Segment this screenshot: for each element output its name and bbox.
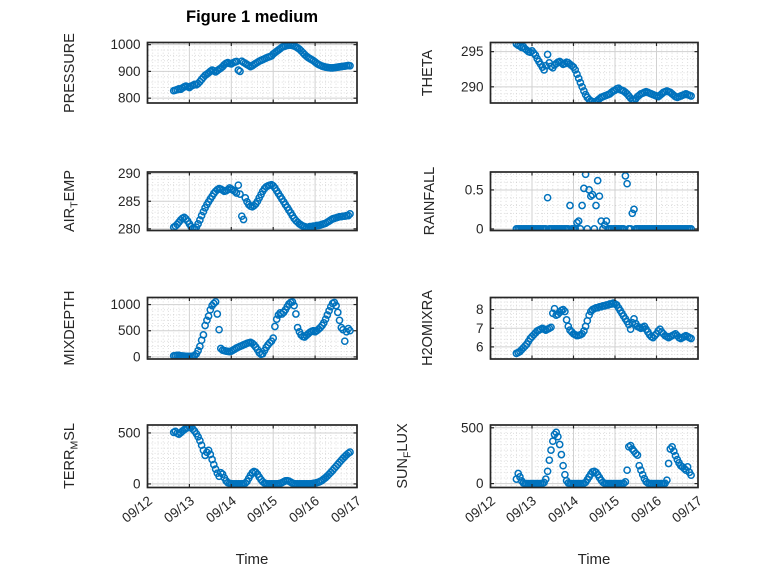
major-grid <box>147 42 357 103</box>
y-tick-label: 0 <box>476 476 484 491</box>
tick-marks <box>489 425 699 488</box>
ylabel-text: THETA <box>420 49 436 97</box>
y-tick-label: 290 <box>461 79 484 94</box>
y-tick-label: 285 <box>118 194 141 209</box>
y-tick-label: 800 <box>118 91 141 106</box>
major-grid <box>147 172 357 231</box>
y-tick-label: 290 <box>118 166 141 181</box>
axes-box <box>146 41 358 104</box>
tick-marks <box>146 172 358 231</box>
ylabel-subscript: F <box>401 451 414 459</box>
minor-grid <box>148 43 356 102</box>
tick-marks <box>489 172 699 231</box>
scatter-series <box>512 172 695 231</box>
scatter-series <box>169 180 354 231</box>
y-tick-label: 8 <box>476 302 484 317</box>
ylabel-subscript: T <box>68 201 81 208</box>
tick-marks <box>146 42 358 103</box>
figure-title: Figure 1 medium <box>185 8 319 26</box>
tick-marks <box>489 297 699 359</box>
plot-pressure: 800 900 1000 <box>110 37 358 106</box>
y-tick-label: 1000 <box>110 37 140 52</box>
y-tick-label: 1000 <box>110 297 140 312</box>
y-tick-label: 7 <box>476 321 484 336</box>
axes-box <box>146 424 358 489</box>
tick-marks <box>146 425 358 488</box>
y-tick-label: 280 <box>118 221 141 236</box>
ylabel-text: PRESSURE <box>62 33 78 113</box>
tick-marks <box>146 297 358 359</box>
y-tick-label: 500 <box>118 425 141 440</box>
x-axis-label-left: Time <box>235 551 269 568</box>
axes-box <box>146 296 358 360</box>
y-tick-label: 0 <box>133 476 141 491</box>
ylabel-text: RAINFALL <box>422 166 438 236</box>
minor-grid <box>491 297 697 359</box>
axes-box <box>489 41 699 104</box>
scatter-series <box>512 299 695 358</box>
major-grid <box>147 297 357 359</box>
ylabel-text: MIXDEPTH <box>62 290 78 366</box>
ylabel-text-post: SL <box>62 423 78 441</box>
y-tick-label: 500 <box>461 420 484 435</box>
plot-airtemp: 280 285 290 <box>118 166 358 236</box>
ylabel-h2omixra: H2OMIXRA <box>417 248 439 408</box>
ylabel-subscript: M <box>68 440 81 450</box>
scatter-series <box>512 42 695 103</box>
ylabel-text: SUN <box>395 458 411 489</box>
axes-box <box>489 424 699 489</box>
y-tick-label: 900 <box>118 64 141 79</box>
plot-terrmsl: 0 500 <box>118 424 358 491</box>
y-tick-label: 295 <box>461 44 484 59</box>
plot-mixdepth: 0 500 1000 <box>110 296 358 364</box>
y-tick-label: 500 <box>118 323 141 338</box>
minor-grid <box>491 426 697 487</box>
plot-sunflux: 0 500 <box>461 420 699 491</box>
scatter-series <box>169 425 354 488</box>
y-tick-label: 6 <box>476 339 484 354</box>
plot-rainfall: 00.5 <box>465 171 699 236</box>
ylabel-text-post: EMP <box>62 170 78 202</box>
y-tick-label: 0.5 <box>465 182 484 197</box>
scatter-series <box>169 298 354 359</box>
y-tick-label: 0 <box>133 349 141 364</box>
ylabel-terrmsl: TERRMSL <box>59 376 81 536</box>
ylabel-text: AIR <box>62 207 78 233</box>
tick-marks <box>489 42 699 103</box>
plot-h2omixra: 6 7 8 <box>476 296 699 360</box>
ylabel-text-post: LUX <box>395 423 411 452</box>
plot-theta: 290 295 <box>461 41 699 104</box>
ylabel-text: H2OMIXRA <box>420 290 436 366</box>
scatter-series <box>512 428 695 488</box>
scatter-series <box>169 42 354 95</box>
ylabel-sunflux: SUNFLUX <box>392 376 414 536</box>
x-axis-label-right: Time <box>577 551 611 568</box>
y-tick-label: 0 <box>476 221 484 236</box>
minor-grid <box>148 298 356 358</box>
axes-box <box>489 171 699 232</box>
ylabel-text: TERR <box>62 449 78 489</box>
